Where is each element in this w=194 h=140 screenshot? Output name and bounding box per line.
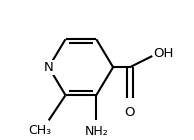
Text: N: N (44, 61, 54, 74)
Text: O: O (125, 106, 135, 118)
Text: OH: OH (154, 47, 174, 60)
Text: CH₃: CH₃ (29, 124, 52, 137)
Text: NH₂: NH₂ (84, 125, 108, 138)
